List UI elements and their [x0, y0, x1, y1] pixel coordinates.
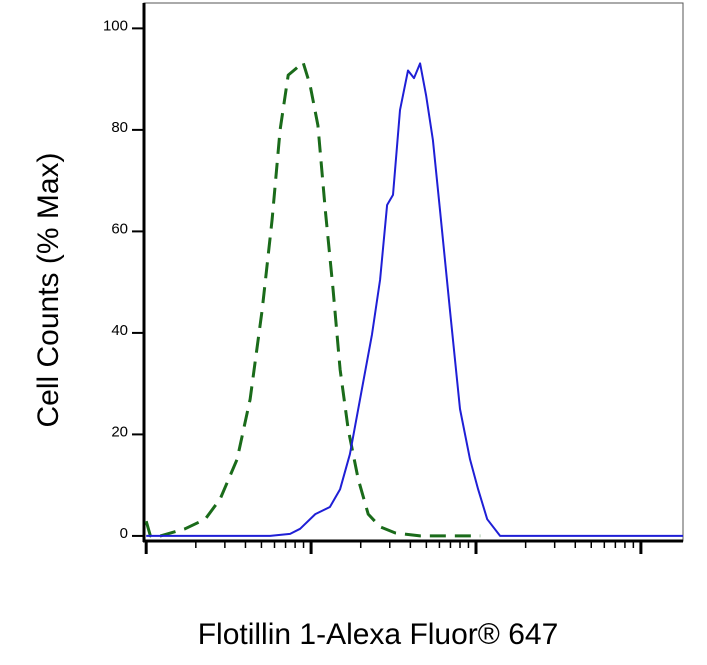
y-tick-label: 80 [111, 119, 128, 136]
plot-frame [143, 2, 684, 542]
x-axis-label: Flotillin 1-Alexa Fluor® 647 [198, 618, 559, 651]
y-tick-label: 20 [111, 423, 128, 440]
y-tick-label: 0 [120, 525, 128, 542]
histogram-line [146, 62, 683, 537]
y-tick-label: 40 [111, 322, 128, 339]
y-axis-label: Cell Counts (% Max) [32, 152, 65, 427]
y-tick-label: 100 [103, 17, 128, 34]
y-tick-label: 60 [111, 220, 128, 237]
histogram-line [144, 60, 481, 538]
